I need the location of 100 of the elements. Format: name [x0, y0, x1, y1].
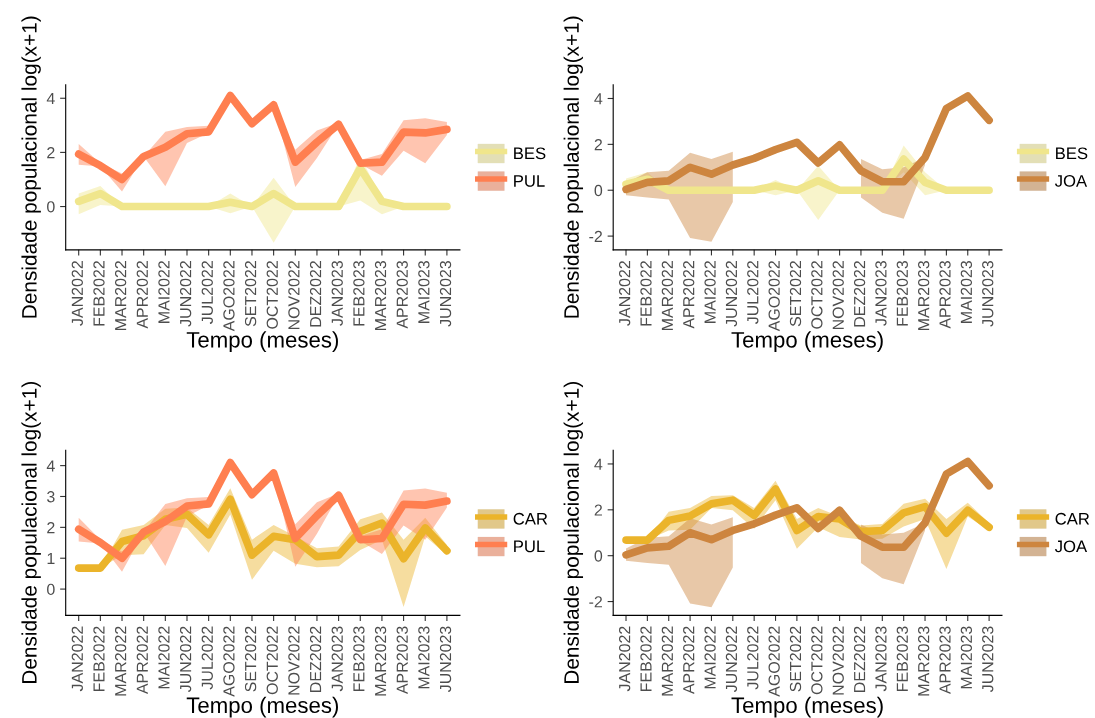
x-tick-label: FEB2022 — [640, 261, 652, 326]
y-tick-label: 2 — [594, 504, 602, 516]
x-tick-label: MAR2022 — [114, 261, 127, 330]
x-tick-label: APR2023 — [939, 626, 951, 695]
x-tick-label: AGO2022 — [223, 261, 235, 332]
x-tick-label: NOV2022 — [288, 261, 300, 330]
y-tick-label: 4 — [594, 458, 603, 470]
x-tick-label: MAR2022 — [114, 626, 127, 696]
x-tick-label: NOV2022 — [288, 626, 300, 695]
y-axis-title: Densidade populacional log(x+1) — [21, 16, 41, 318]
x-tick-label: FEB2023 — [353, 260, 365, 326]
x-tick-label: JAN2022 — [618, 261, 631, 326]
x-tick-label: APR2023 — [939, 260, 951, 329]
x-tick-label: APR2022 — [136, 626, 148, 695]
x-tick-label: NOV2022 — [832, 261, 844, 330]
x-tick-label: JUN2023 — [982, 260, 994, 327]
x-tick-label: MAI2023 — [418, 626, 430, 689]
x-tick-label: JAN2022 — [71, 261, 83, 326]
x-tick-label: DEZ2022 — [853, 261, 866, 327]
x-tick-label: APR2022 — [683, 261, 695, 329]
x-tick-label: JAN2022 — [71, 626, 83, 692]
y-axis-title: Densidade populacional log(x+1) — [563, 16, 584, 318]
y-tick-label: -2 — [589, 230, 602, 242]
y-tick-label: 0 — [47, 583, 55, 596]
x-axis-title: Tempo (meses) — [731, 331, 883, 353]
x-tick-label: JUN2023 — [982, 626, 994, 693]
x-tick-label: JUL2022 — [201, 261, 213, 324]
x-tick-label: APR2023 — [396, 260, 408, 329]
y-tick-label: 2 — [594, 138, 602, 151]
y-tick-label: 2 — [47, 521, 55, 534]
x-tick-label: JAN2023 — [331, 260, 343, 326]
y-tick-label: 0 — [594, 184, 603, 197]
x-tick-label: MAI2022 — [158, 626, 170, 689]
legend-label: PUL — [514, 540, 545, 553]
legend-label: PUL — [514, 175, 545, 187]
x-tick-label: FEB2023 — [896, 626, 908, 692]
x-tick-label: MAR2023 — [374, 260, 387, 330]
x-tick-label: JUL2022 — [201, 626, 213, 690]
x-tick-label: MAI2023 — [418, 260, 430, 323]
y-tick-label: 1 — [47, 553, 55, 565]
x-tick-label: JAN2023 — [875, 260, 887, 326]
x-tick-label: FEB2023 — [353, 626, 365, 692]
x-tick-label: JAN2023 — [875, 626, 887, 692]
x-tick-label: FEB2022 — [640, 626, 652, 692]
legend-label: BES — [1056, 147, 1088, 160]
legend-label: JOA — [1054, 540, 1088, 553]
legend-label: CAR — [1055, 512, 1090, 525]
x-tick-label: JAN2022 — [618, 626, 631, 692]
y-tick-label: 2 — [47, 147, 55, 159]
x-tick-label: APR2023 — [396, 626, 408, 695]
x-tick-label: APR2022 — [683, 626, 695, 695]
x-tick-label: MAI2022 — [704, 626, 716, 689]
x-tick-label: MAR2022 — [661, 261, 674, 330]
x-axis-title: Tempo (meses) — [731, 696, 883, 718]
x-tick-label: SET2022 — [789, 261, 802, 327]
x-tick-label: JUN2023 — [439, 260, 452, 327]
y-axis-title: Densidade populacional log(x+1) — [21, 382, 41, 684]
x-axis-title: Tempo (meses) — [186, 331, 338, 353]
x-tick-label: SET2022 — [244, 261, 257, 327]
x-tick-label: SET2022 — [789, 626, 802, 692]
x-tick-label: OCT2022 — [811, 261, 823, 329]
x-tick-label: JUN2022 — [179, 261, 192, 327]
x-tick-label: NOV2022 — [832, 626, 844, 695]
x-tick-label: OCT2022 — [266, 261, 278, 329]
legend-label: CAR — [513, 512, 548, 525]
x-tick-label: JUL2022 — [747, 261, 759, 324]
x-tick-label: JUN2022 — [179, 626, 192, 693]
y-tick-label: 4 — [46, 93, 55, 105]
x-tick-label: JUN2022 — [725, 626, 738, 693]
legend-label: JOA — [1054, 174, 1088, 187]
y-tick-label: 4 — [594, 93, 603, 105]
x-tick-label: MAI2023 — [960, 626, 973, 689]
x-tick-label: JUN2023 — [439, 626, 452, 693]
x-tick-label: MAR2022 — [661, 626, 674, 696]
x-tick-label: JUL2022 — [747, 626, 759, 690]
legend-label: BES — [514, 147, 546, 160]
x-tick-label: APR2022 — [136, 261, 148, 329]
x-tick-label: FEB2023 — [896, 260, 908, 326]
x-tick-label: MAR2023 — [374, 626, 387, 696]
x-tick-label: AGO2022 — [768, 261, 780, 332]
x-tick-label: SET2022 — [244, 626, 257, 692]
x-tick-label: AGO2022 — [768, 626, 780, 697]
x-tick-label: DEZ2022 — [309, 626, 322, 692]
x-tick-label: JUN2022 — [725, 261, 738, 327]
y-tick-label: 0 — [47, 201, 55, 213]
x-tick-label: MAR2023 — [918, 626, 930, 696]
x-tick-label: MAR2023 — [918, 260, 930, 330]
x-tick-label: AGO2022 — [223, 626, 235, 697]
x-axis-title: Tempo (meses) — [186, 696, 338, 718]
x-tick-label: OCT2022 — [266, 626, 278, 695]
x-tick-label: OCT2022 — [811, 626, 823, 695]
x-tick-label: FEB2022 — [93, 261, 105, 326]
x-tick-label: FEB2022 — [93, 626, 105, 692]
x-tick-label: MAI2022 — [158, 261, 170, 323]
x-tick-label: DEZ2022 — [309, 261, 322, 327]
x-tick-label: MAI2023 — [960, 260, 973, 323]
y-tick-label: 0 — [594, 550, 603, 562]
y-tick-label: -2 — [589, 596, 602, 608]
y-axis-title: Densidade populacional log(x+1) — [563, 382, 584, 684]
x-tick-label: JAN2023 — [331, 626, 343, 692]
